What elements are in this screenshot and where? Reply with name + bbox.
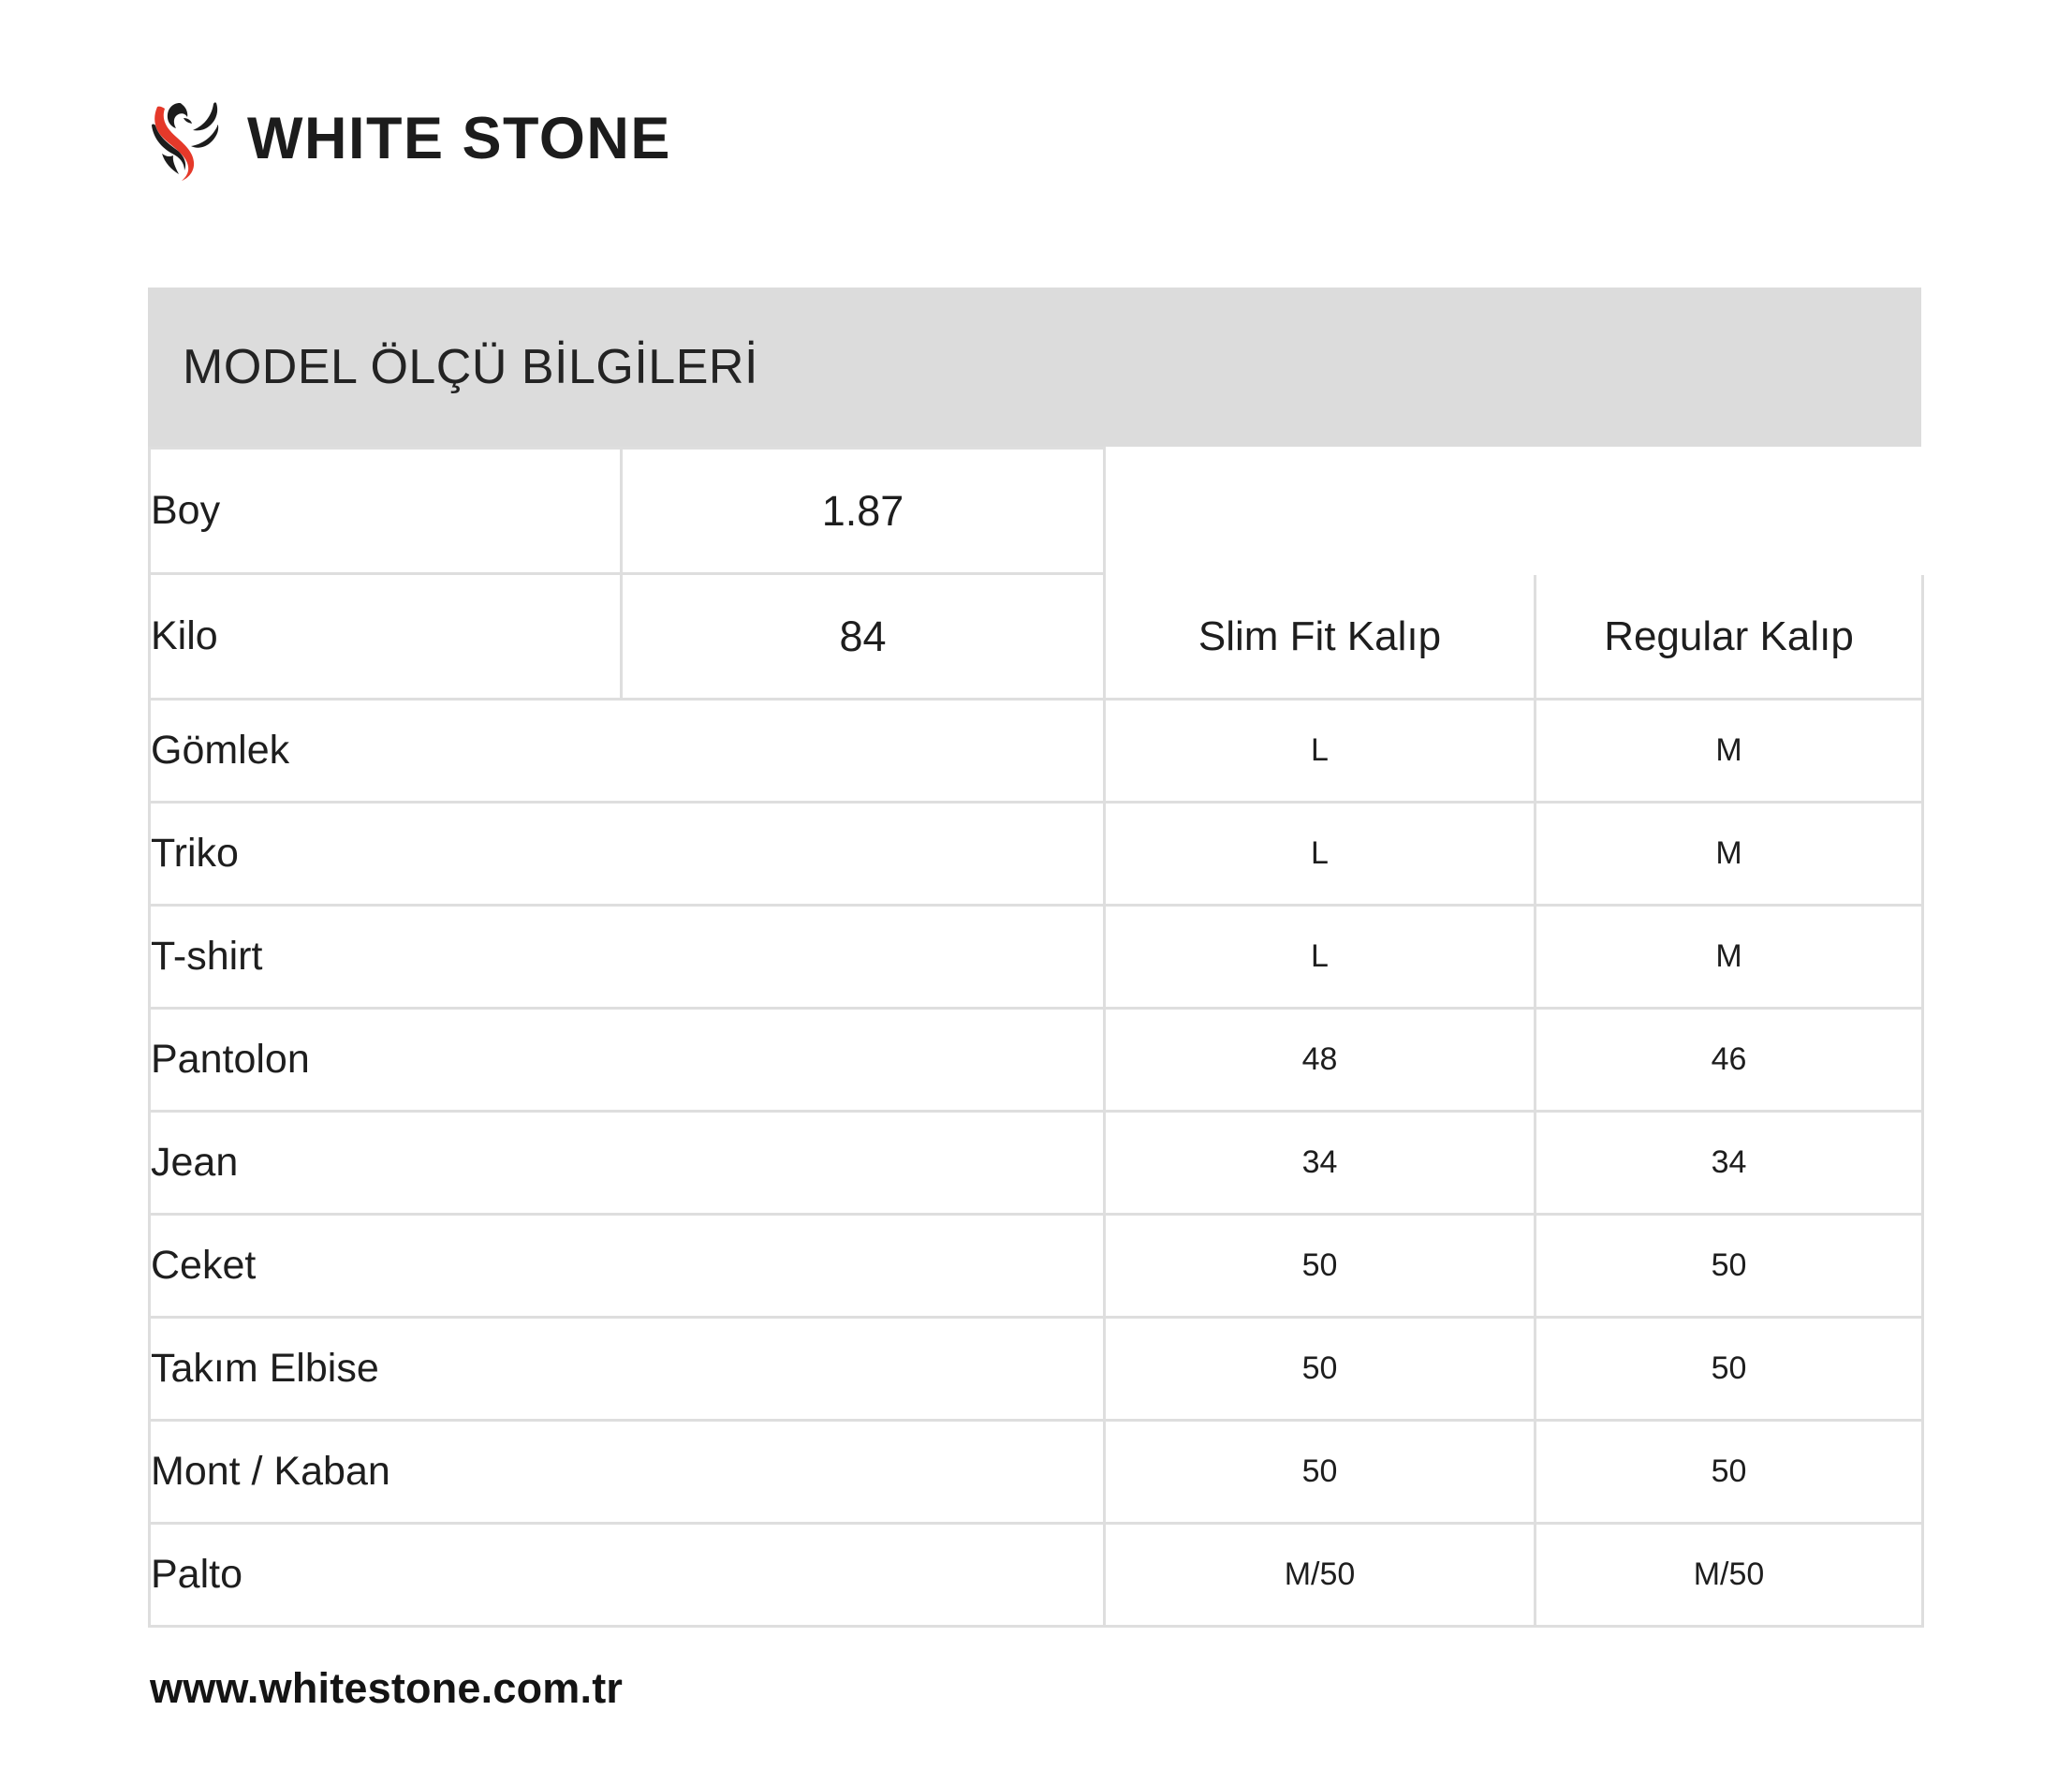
row-slim-triko: L	[1103, 801, 1536, 907]
row-slim-jean: 34	[1103, 1110, 1536, 1216]
row-value-kilo: 84	[620, 572, 1106, 701]
model-measurements-table: Boy 1.87 Kilo 84 Slim Fit Kalıp Regular …	[148, 447, 1924, 1628]
table-row-kilo: Kilo 84 Slim Fit Kalıp Regular Kalıp	[148, 572, 1924, 701]
row-regular-gomlek: M	[1534, 698, 1924, 804]
row-label-mont-kaban: Mont / Kaban	[148, 1419, 1106, 1525]
table-caption: MODEL ÖLÇÜ BİLGİLERİ	[148, 288, 1921, 447]
table-row: Triko L M	[148, 801, 1924, 907]
row-slim-ceket: 50	[1103, 1213, 1536, 1319]
table-row: Palto M/50 M/50	[148, 1522, 1924, 1628]
row-slim-mont-kaban: 50	[1103, 1419, 1536, 1525]
empty-cell-boy	[1104, 448, 1923, 574]
row-regular-ceket: 50	[1534, 1213, 1924, 1319]
row-regular-palto: M/50	[1534, 1522, 1924, 1628]
table-row-boy: Boy 1.87	[148, 447, 1923, 575]
row-slim-gomlek: L	[1103, 698, 1536, 804]
footer-website-url[interactable]: www.whitestone.com.tr	[150, 1664, 624, 1712]
row-slim-palto: M/50	[1103, 1522, 1536, 1628]
brand-name: WHITE STONE	[247, 105, 671, 171]
size-table-block: MODEL ÖLÇÜ BİLGİLERİ Boy 1.87 Kilo 84 Sl…	[148, 288, 1924, 1628]
row-slim-tshirt: L	[1103, 904, 1536, 1010]
row-label-takim-elbise: Takım Elbise	[148, 1316, 1106, 1422]
column-header-regular: Regular Kalıp	[1534, 572, 1924, 701]
row-label-tshirt: T-shirt	[148, 904, 1106, 1010]
table-row: Jean 34 34	[148, 1110, 1924, 1216]
table-row: Pantolon 48 46	[148, 1007, 1924, 1113]
row-regular-triko: M	[1534, 801, 1924, 907]
table-row: Mont / Kaban 50 50	[148, 1419, 1924, 1525]
table-row: Ceket 50 50	[148, 1213, 1924, 1319]
row-label-ceket: Ceket	[148, 1213, 1106, 1319]
table-row: Takım Elbise 50 50	[148, 1316, 1924, 1422]
table-row: Gömlek L M	[148, 698, 1924, 804]
row-slim-pantolon: 48	[1103, 1007, 1536, 1113]
row-regular-mont-kaban: 50	[1534, 1419, 1924, 1525]
brand-header: WHITE STONE	[142, 96, 671, 182]
table-caption-text: MODEL ÖLÇÜ BİLGİLERİ	[183, 340, 758, 394]
row-regular-takim-elbise: 50	[1534, 1316, 1924, 1422]
row-label-pantolon: Pantolon	[148, 1007, 1106, 1113]
row-regular-tshirt: M	[1534, 904, 1924, 1010]
phoenix-bird-icon	[152, 102, 219, 181]
row-slim-takim-elbise: 50	[1103, 1316, 1536, 1422]
row-label-triko: Triko	[148, 801, 1106, 907]
column-header-slim-fit: Slim Fit Kalıp	[1103, 572, 1536, 701]
row-label-jean: Jean	[148, 1110, 1106, 1216]
row-label-gomlek: Gömlek	[148, 698, 1106, 804]
row-value-boy: 1.87	[620, 447, 1106, 575]
row-regular-pantolon: 46	[1534, 1007, 1924, 1113]
row-label-boy: Boy	[148, 447, 623, 575]
table-row: T-shirt L M	[148, 904, 1924, 1010]
row-label-kilo: Kilo	[148, 572, 623, 701]
row-label-palto: Palto	[148, 1522, 1106, 1628]
row-regular-jean: 34	[1534, 1110, 1924, 1216]
